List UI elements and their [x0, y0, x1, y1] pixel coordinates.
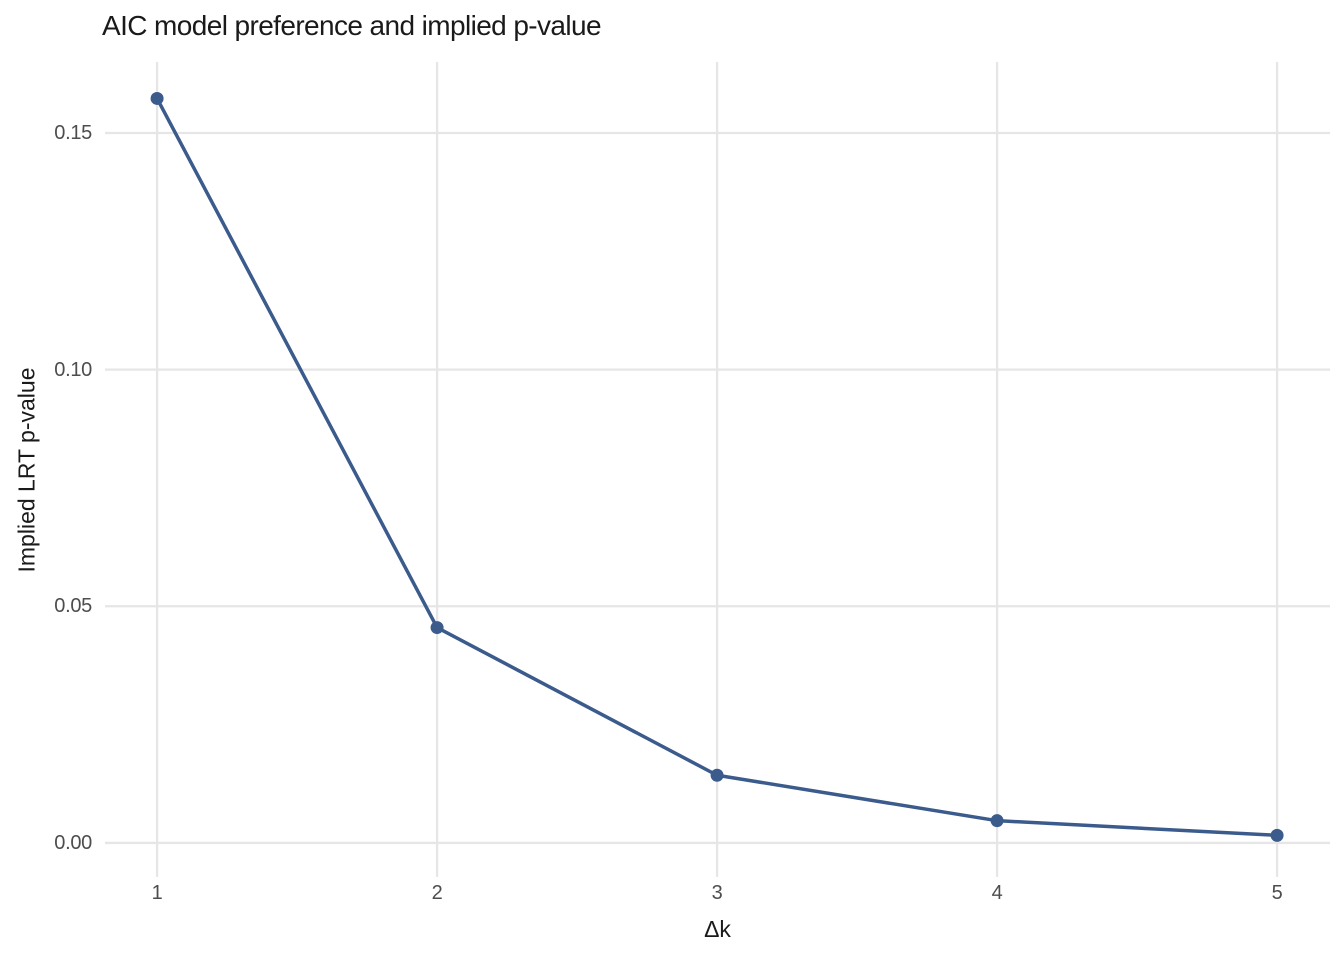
- plot-panel: [105, 62, 1330, 877]
- data-point: [710, 768, 724, 782]
- y-tick-label: 0.10: [54, 358, 92, 381]
- x-tick-label: 4: [991, 882, 1003, 904]
- x-tick-label: 2: [431, 882, 443, 904]
- chart-title: AIC model preference and implied p-value: [102, 10, 602, 41]
- x-tick-label: 5: [1271, 882, 1283, 904]
- data-point: [1270, 828, 1284, 842]
- x-tick-label: 1: [151, 882, 163, 904]
- y-axis-title: Implied LRT p-value: [13, 367, 40, 572]
- x-axis-title: Δk: [704, 916, 731, 942]
- line-chart-canvas: [105, 62, 1330, 877]
- x-tick-label: 3: [711, 882, 723, 904]
- data-point: [150, 91, 164, 105]
- data-point: [990, 814, 1004, 828]
- y-tick-label: 0.00: [54, 831, 92, 854]
- data-point: [430, 621, 444, 635]
- y-tick-label: 0.05: [54, 595, 92, 618]
- y-tick-label: 0.15: [54, 121, 92, 144]
